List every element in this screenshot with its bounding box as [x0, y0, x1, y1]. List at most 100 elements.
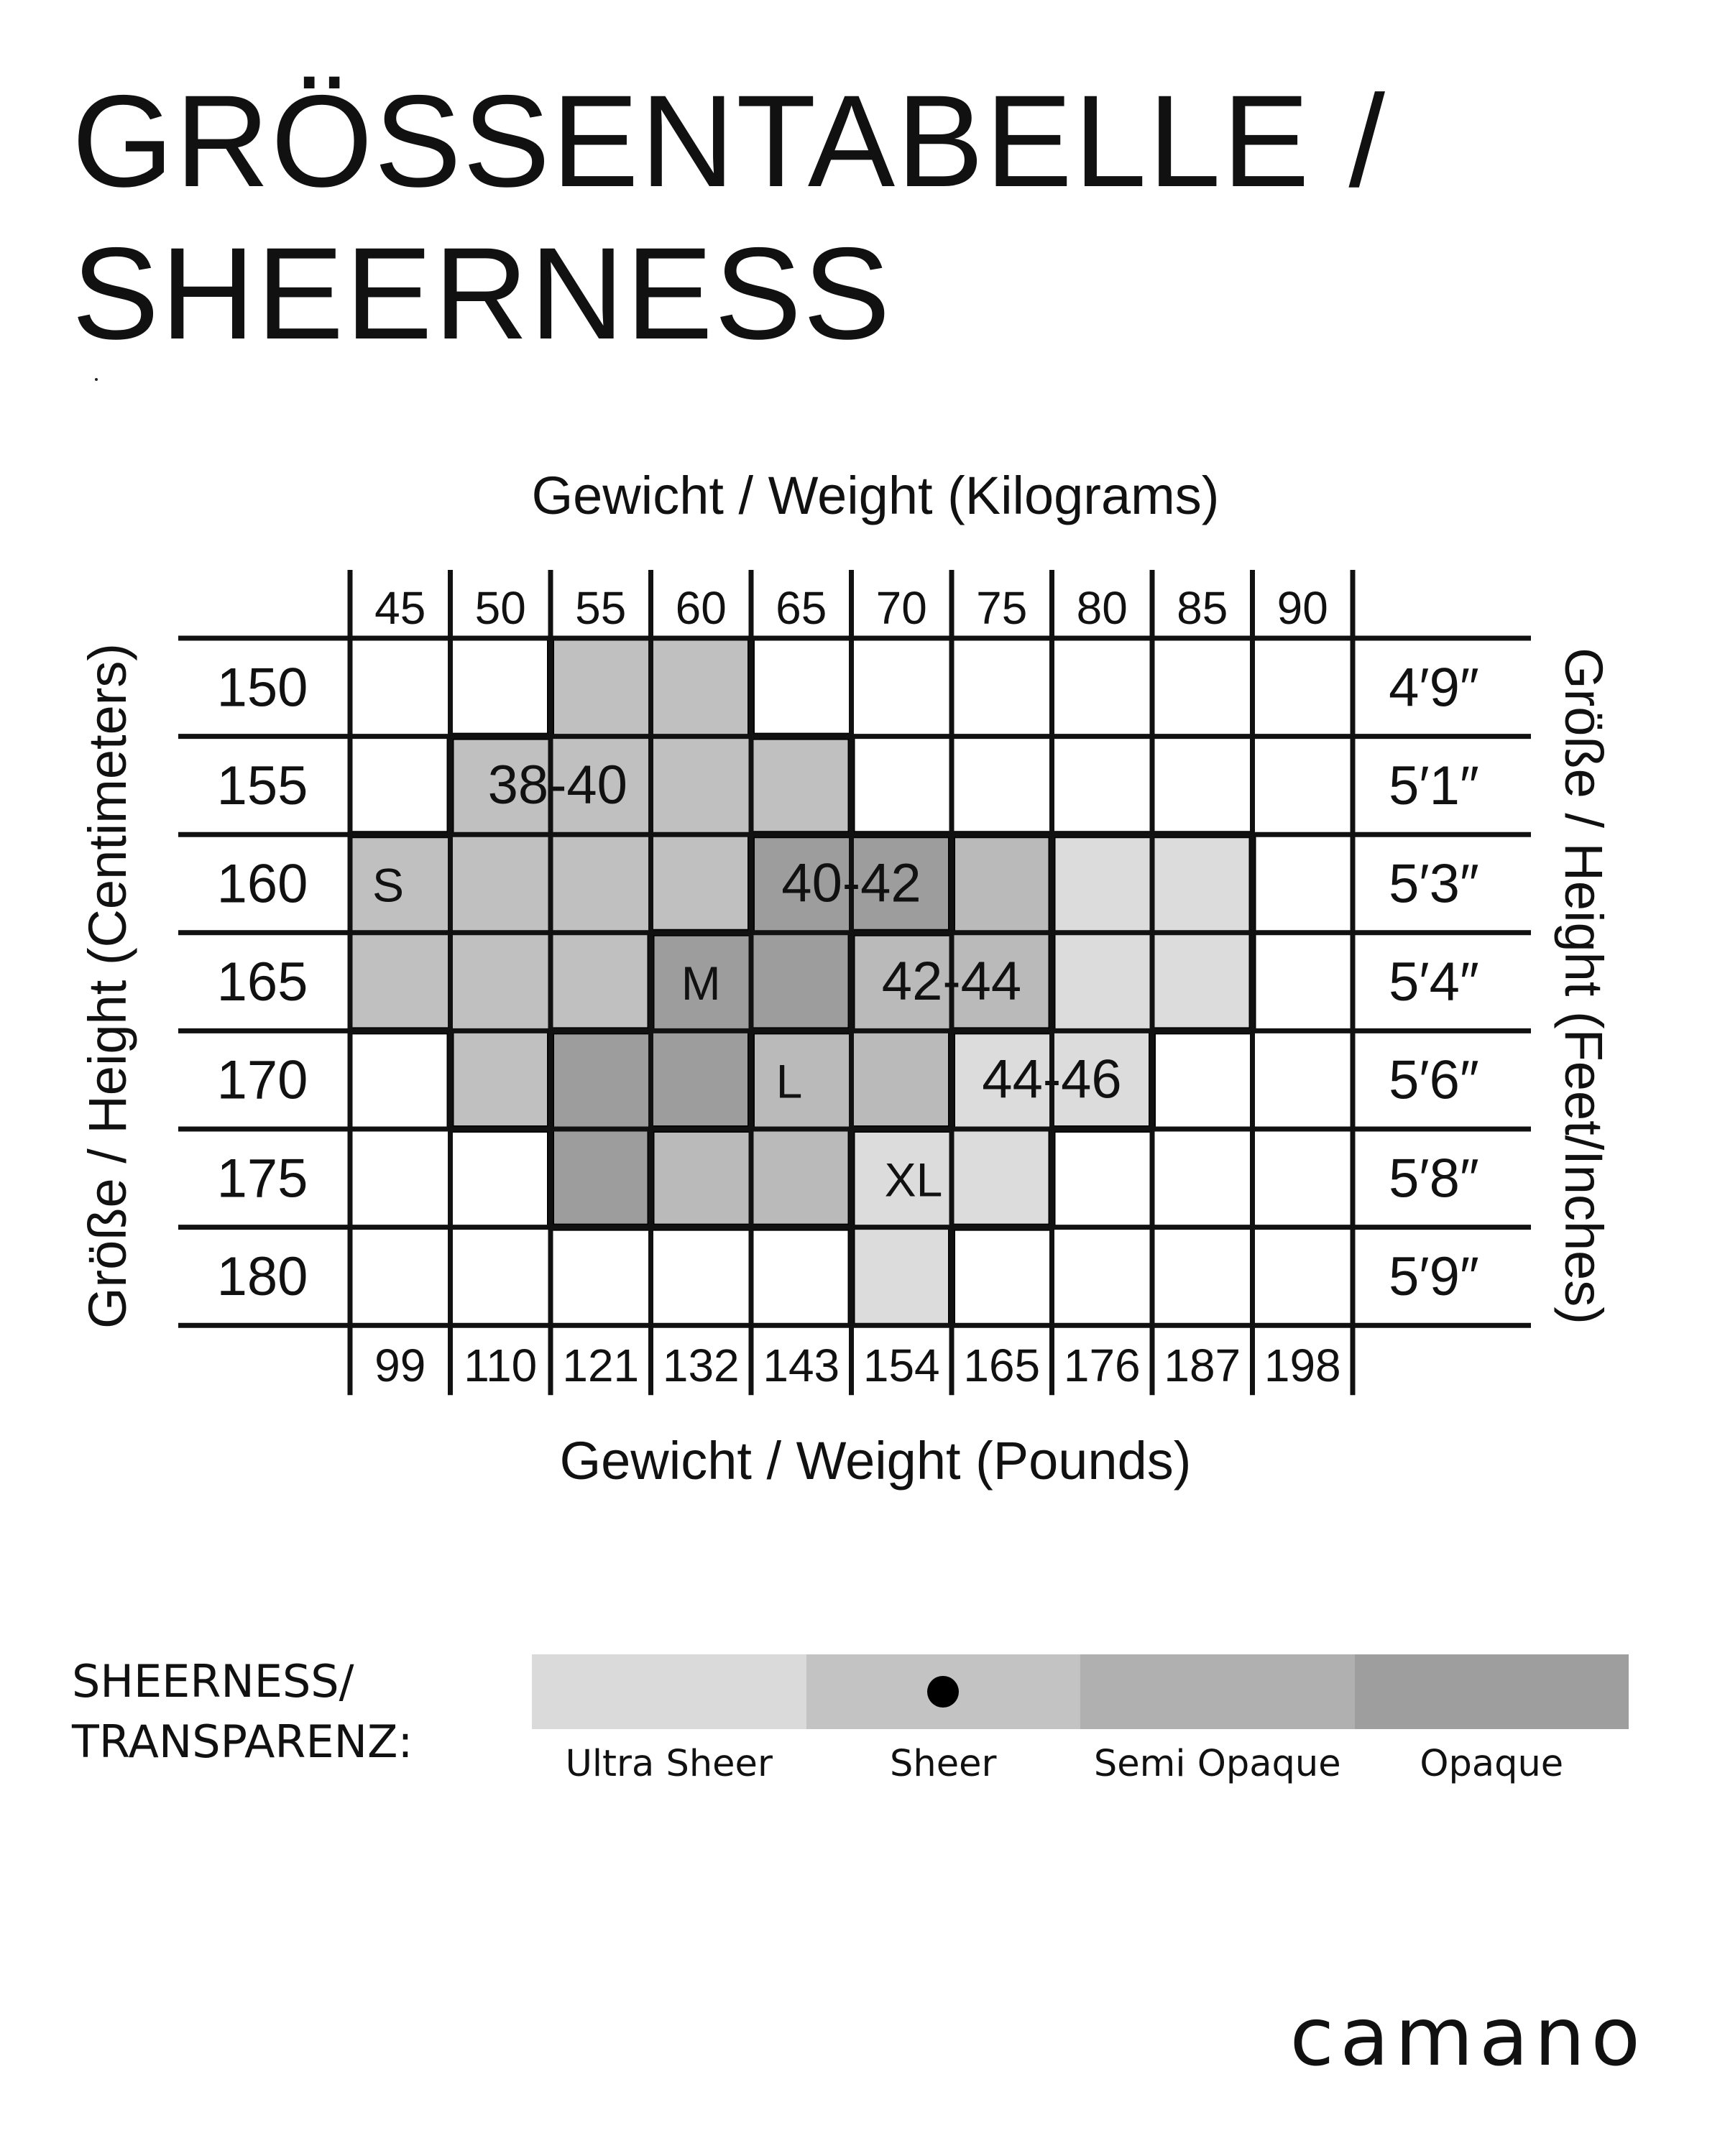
selected-sheerness-dot — [927, 1676, 960, 1708]
lb-tick-label: 99 — [374, 1340, 426, 1391]
size-cell-l — [650, 1129, 752, 1228]
sheer-swatch — [806, 1654, 1080, 1729]
size-label-s: S — [372, 859, 404, 912]
page-title: GRÖSSENTABELLE / SHEERNESS — [72, 65, 1386, 369]
size-cell-s — [650, 736, 752, 835]
lb-tick-label: 165 — [963, 1340, 1040, 1391]
ft-tick-label: 5′3″ — [1389, 854, 1479, 915]
opaque-swatch — [1354, 1654, 1629, 1729]
left-axis-label: Größe / Height (Centimeters) — [78, 643, 137, 1329]
title-line-1: GRÖSSENTABELLE / — [72, 68, 1386, 214]
size-cell-l — [952, 932, 1052, 1031]
size-cell-l — [751, 1129, 852, 1228]
size-cell-s — [450, 736, 551, 835]
size-cell-xl — [1152, 932, 1253, 1031]
ft-tick-label: 5′6″ — [1389, 1050, 1479, 1111]
title-dot — [95, 378, 98, 381]
semi-opaque-swatch — [1080, 1654, 1355, 1729]
size-cell-xl — [1052, 932, 1153, 1031]
kg-tick-label: 45 — [374, 582, 426, 634]
sheer-label: Sheer — [890, 1743, 997, 1785]
cm-tick-label: 175 — [217, 1148, 308, 1209]
opaque-label: Opaque — [1420, 1743, 1564, 1785]
ft-tick-label: 5′1″ — [1389, 755, 1479, 816]
size-cell-s — [551, 638, 651, 737]
size-label-m: M — [681, 957, 721, 1010]
grid-lines — [178, 570, 1531, 1396]
size-cell-s — [751, 736, 852, 835]
size-cell-xl — [952, 1031, 1052, 1130]
semi-opaque-label: Semi Opaque — [1093, 1743, 1341, 1785]
kg-tick-label: 55 — [575, 582, 626, 634]
brand-logo: camano — [1289, 1991, 1646, 2084]
eu-size-label-l: 42-44 — [882, 951, 1021, 1012]
size-cell-s — [551, 834, 651, 934]
kg-tick-label: 80 — [1077, 582, 1128, 634]
size-label-xl: XL — [885, 1153, 943, 1206]
size-cell-s — [551, 736, 651, 835]
cm-tick-label: 170 — [217, 1050, 308, 1111]
legend-heading-line-1: SHEERNESS/ — [72, 1655, 354, 1708]
ultra-sheer-swatch — [532, 1654, 806, 1729]
size-cell-xl — [1052, 834, 1153, 934]
legend-heading-line-2: TRANSPARENZ: — [72, 1715, 413, 1768]
cm-tick-label: 180 — [217, 1246, 308, 1307]
kg-tick-label: 50 — [475, 582, 526, 634]
sheerness-labels: Ultra Sheer Sheer Semi Opaque Opaque — [532, 1743, 1629, 1785]
cm-tick-label: 150 — [217, 657, 308, 718]
sheerness-scale — [532, 1654, 1629, 1729]
size-cell-m — [751, 834, 852, 934]
size-cell-xl — [952, 1129, 1052, 1228]
legend-heading: SHEERNESS/ TRANSPARENZ: — [72, 1651, 413, 1772]
top-axis-label: Gewicht / Weight (Kilograms) — [532, 466, 1220, 525]
size-cell-l — [952, 834, 1052, 934]
size-cell-l — [751, 1031, 852, 1130]
size-cell-s — [450, 834, 551, 934]
size-cell-s — [350, 932, 451, 1031]
lb-tick-label: 132 — [663, 1340, 740, 1391]
eu-size-label-s: 38-40 — [488, 755, 627, 816]
size-cell-s — [350, 834, 451, 934]
kg-tick-label: 60 — [676, 582, 727, 634]
kg-tick-label: 85 — [1177, 582, 1228, 634]
size-chart: Gewicht / Weight (Kilograms) Gewicht / W… — [78, 466, 1614, 1491]
bottom-axis-label: Gewicht / Weight (Pounds) — [560, 1431, 1192, 1491]
size-cell-xl — [851, 1129, 952, 1228]
lb-tick-label: 143 — [763, 1340, 840, 1391]
lb-tick-label: 176 — [1064, 1340, 1141, 1391]
lb-tick-label: 121 — [562, 1340, 639, 1391]
size-cell-xl — [1152, 834, 1253, 934]
size-cell-m — [551, 1031, 651, 1130]
size-cell-s — [551, 932, 651, 1031]
ft-tick-label: 5′9″ — [1389, 1246, 1479, 1307]
eu-size-label-m: 40-42 — [781, 853, 921, 914]
cm-tick-label: 160 — [217, 854, 308, 915]
size-cell-l — [851, 932, 952, 1031]
eu-size-label-xl: 44-46 — [982, 1049, 1121, 1110]
title-line-2: SHEERNESS — [72, 220, 892, 367]
cm-tick-label: 155 — [217, 755, 308, 816]
kg-tick-label: 70 — [876, 582, 927, 634]
kg-tick-label: 65 — [776, 582, 827, 634]
size-cell-s — [450, 932, 551, 1031]
cm-tick-label: 165 — [217, 952, 308, 1013]
lb-tick-label: 198 — [1264, 1340, 1341, 1391]
lb-tick-label: 110 — [464, 1340, 537, 1391]
ft-tick-label: 5′8″ — [1389, 1148, 1479, 1209]
size-cell-s — [650, 834, 752, 934]
size-cell-xl — [1052, 1031, 1153, 1130]
size-cell-xl — [851, 1227, 952, 1326]
right-axis-label: Größe / Height (Feet/Inches) — [1554, 648, 1614, 1325]
size-cell-m — [551, 1129, 651, 1228]
size-region-layer — [350, 638, 1253, 1326]
lb-tick-label: 187 — [1164, 1340, 1241, 1391]
size-cell-s — [650, 638, 752, 737]
size-cell-m — [650, 1031, 752, 1130]
ft-tick-label: 4′9″ — [1389, 657, 1479, 718]
lb-tick-label: 154 — [863, 1340, 940, 1391]
kg-tick-label: 90 — [1277, 582, 1328, 634]
size-cell-s — [450, 1031, 551, 1130]
size-cell-m — [650, 932, 752, 1031]
size-label-l: L — [776, 1055, 803, 1108]
ft-tick-label: 5′4″ — [1389, 952, 1479, 1013]
